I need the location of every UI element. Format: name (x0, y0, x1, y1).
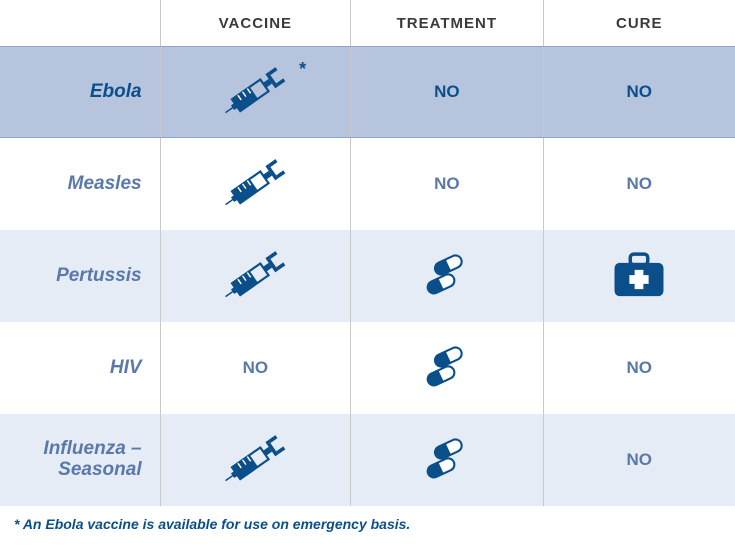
table-row: Influenza –Seasonal NO (0, 414, 735, 506)
header-treatment: TREATMENT (351, 0, 542, 46)
vaccine-cell (161, 230, 350, 322)
treatment-cell (351, 414, 542, 506)
vaccine-cell (161, 414, 350, 506)
medkit-icon (611, 252, 667, 300)
table-row: Ebola * NO NO (0, 46, 735, 138)
header-row: VACCINE TREATMENT CURE (0, 0, 735, 46)
syringe-icon (219, 431, 291, 489)
vaccine-cell (161, 138, 350, 230)
disease-name: Ebola (0, 47, 160, 137)
disease-name: Influenza –Seasonal (0, 414, 160, 506)
cure-cell: NO (544, 47, 735, 137)
cure-cell: NO (544, 138, 735, 230)
treatment-cell: NO (351, 138, 542, 230)
syringe-icon (219, 247, 291, 305)
cure-cell: NO (544, 414, 735, 506)
header-cure: CURE (544, 0, 735, 46)
pills-icon (418, 252, 476, 300)
vaccine-cell: * (161, 47, 350, 137)
header-vaccine: VACCINE (161, 0, 350, 46)
disease-table: VACCINE TREATMENT CURE Ebola * NO NO Mea… (0, 0, 735, 506)
pills-icon (418, 436, 476, 484)
pills-icon (418, 344, 476, 392)
syringe-icon (219, 63, 291, 121)
table-row: HIV NO NO (0, 322, 735, 414)
header-empty (0, 0, 160, 46)
vaccine-cell: NO (161, 322, 350, 414)
disease-name: Measles (0, 138, 160, 230)
table-row: Measles NO NO (0, 138, 735, 230)
treatment-cell: NO (351, 47, 542, 137)
cure-cell (544, 230, 735, 322)
syringe-icon (219, 155, 291, 213)
treatment-cell (351, 322, 542, 414)
cure-cell: NO (544, 322, 735, 414)
disease-name: Pertussis (0, 230, 160, 322)
treatment-cell (351, 230, 542, 322)
disease-name: HIV (0, 322, 160, 414)
footnote: * An Ebola vaccine is available for use … (0, 506, 735, 532)
table-row: Pertussis (0, 230, 735, 322)
